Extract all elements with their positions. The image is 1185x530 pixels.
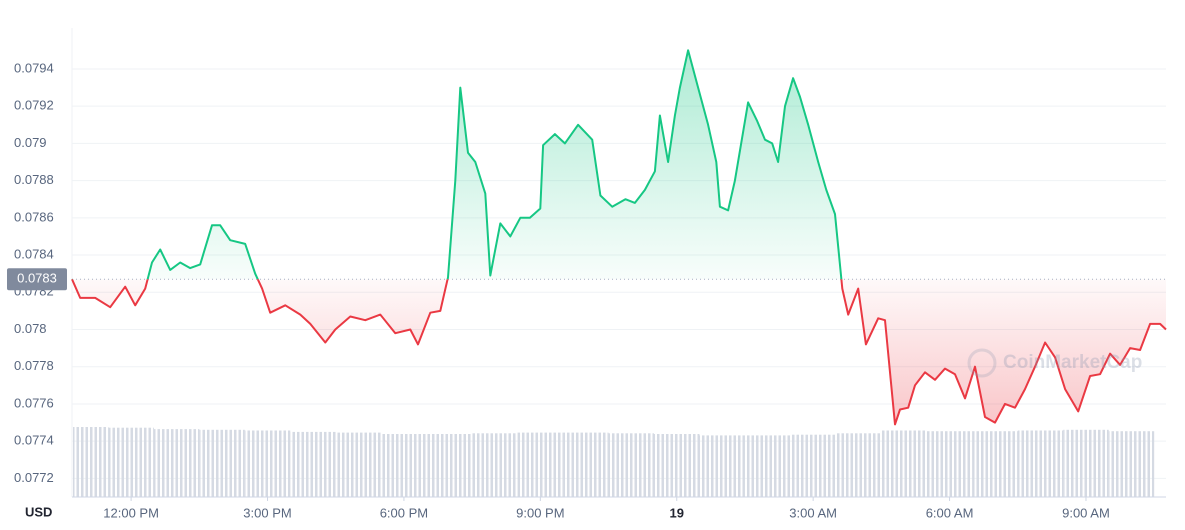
volume-bar: [1063, 429, 1109, 497]
y-tick-label: 0.0774: [14, 433, 54, 448]
baseline-label-box: [7, 268, 67, 291]
y-tick-label: 0.0788: [14, 172, 54, 187]
x-tick-label: 12:00 PM: [103, 505, 159, 520]
y-tick-label: 0.0778: [14, 358, 54, 373]
x-tick-label: 19: [670, 505, 684, 520]
currency-label: USD: [25, 504, 52, 519]
price-line-up: [71, 49, 843, 280]
volume-bar: [563, 432, 609, 497]
volume-bar: [790, 434, 836, 497]
volume-bar: [244, 430, 291, 497]
y-tick-label: 0.079: [14, 135, 47, 150]
volume-bar: [972, 431, 1018, 497]
watermark-text: CoinMarketCap: [1003, 352, 1142, 373]
volume-bar: [835, 433, 882, 497]
volume-bar: [290, 431, 336, 497]
volume-bar: [1017, 430, 1064, 497]
volume-bar: [1108, 431, 1155, 497]
price-line-down: [71, 279, 1167, 426]
x-tick-label: 9:00 AM: [1062, 505, 1110, 520]
watermark-logo: [967, 348, 997, 378]
volume-bar: [654, 434, 700, 497]
y-tick-label: 0.0772: [14, 470, 54, 485]
x-tick-label: 3:00 AM: [789, 505, 837, 520]
volume-bar: [699, 435, 745, 497]
volume-bar: [153, 429, 200, 497]
volume-bar: [472, 433, 518, 497]
volume-bar: [926, 431, 973, 497]
y-tick-label: 0.0776: [14, 395, 54, 410]
x-tick-label: 9:00 PM: [516, 505, 564, 520]
baseline-label: 0.0783: [17, 271, 57, 286]
y-tick-label: 0.0784: [14, 246, 54, 261]
volume-bar: [426, 434, 473, 497]
y-tick-label: 0.078: [14, 321, 47, 336]
volume-bar: [199, 429, 245, 497]
area-up: [72, 50, 1166, 280]
y-tick-label: 0.0794: [14, 60, 54, 75]
volume-bar: [517, 432, 564, 497]
volume-bar: [381, 434, 427, 497]
y-tick-label: 0.0792: [14, 98, 54, 113]
x-tick-label: 6:00 PM: [380, 505, 428, 520]
x-tick-label: 6:00 AM: [926, 505, 974, 520]
volume-bar: [881, 430, 927, 497]
volume-bar: [744, 435, 791, 497]
y-tick-label: 0.0786: [14, 209, 54, 224]
watermark: [967, 348, 997, 378]
volume-bar: [335, 432, 382, 497]
volume-bar: [108, 427, 154, 497]
x-tick-label: 3:00 PM: [243, 505, 291, 520]
volume-bar: [608, 433, 655, 497]
volume-bar: [73, 427, 109, 497]
